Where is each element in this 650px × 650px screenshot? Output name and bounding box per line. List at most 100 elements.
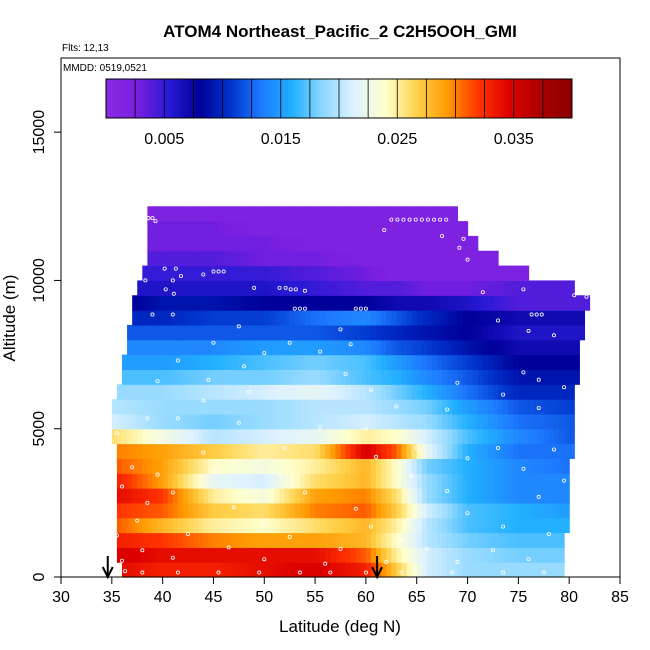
heatmap-cell [543,280,550,296]
heatmap-cell [243,206,250,222]
heatmap-cell [365,488,372,504]
heatmap-cell [325,324,331,341]
heatmap-cell [523,517,530,534]
heatmap-cell [538,399,545,415]
heatmap-cell [177,488,184,504]
colorbar-swatch [318,79,321,118]
heatmap-cell [365,384,372,400]
heatmap-cell [137,517,143,534]
observation-point [211,269,216,274]
observation-point [526,328,531,333]
colorbar-swatch [453,79,456,118]
colorbar-swatch [280,79,284,118]
observation-point [287,534,292,539]
heatmap-cell [452,473,458,489]
heatmap-cell [559,458,565,474]
heatmap-cell [370,443,377,459]
heatmap-cell [538,443,545,459]
colorbar-swatch [488,79,491,118]
heatmap-cell [498,369,504,385]
colorbar-swatch [178,79,182,118]
heatmap-cell [152,221,159,237]
heatmap-cell [513,310,519,326]
heatmap-cell [360,428,367,445]
observation-point [282,445,287,450]
heatmap-cell [193,206,199,222]
heatmap-cell [370,206,377,222]
colorbar-swatch [278,79,282,118]
heatmap-cell [472,517,479,534]
heatmap-cell [284,295,291,311]
heatmap-cell [294,517,301,534]
heatmap-cell [198,562,204,578]
heatmap-cell [315,324,321,341]
heatmap-cell [254,488,260,504]
heatmap-cell [320,473,326,489]
heatmap-cell [437,221,443,237]
observation-point [465,257,470,262]
heatmap-cell [223,488,230,504]
heatmap-cell [167,473,174,489]
heatmap-cell [142,339,148,356]
heatmap-cell [228,206,235,222]
heatmap-cell [518,532,525,548]
heatmap-cell [132,502,138,519]
heatmap-cell [182,399,189,415]
observation-point [146,216,151,221]
heatmap-cell [162,310,169,326]
heatmap-cell [406,310,413,326]
heatmap-cell [233,399,240,415]
heatmap-cell [437,473,443,489]
heatmap-cell [177,310,184,326]
heatmap-cell [116,488,123,504]
heatmap-cell [533,458,540,474]
heatmap-cell [177,265,184,282]
heatmap-cell [177,295,184,311]
heatmap-cell [452,206,458,222]
heatmap-cell [193,458,199,474]
heatmap-cell [452,250,458,267]
heatmap-cell [142,324,148,341]
heatmap-cell [391,562,397,578]
observation-point [170,312,175,317]
heatmap-cell [335,517,342,534]
heatmap-cell [284,517,291,534]
heatmap-cell [264,280,270,296]
heatmap-cell [121,488,128,504]
heatmap-cell [193,443,199,459]
colorbar-swatch [243,79,247,118]
heatmap-cell [208,517,215,534]
heatmap-cell [289,502,296,519]
heatmap-cell [335,250,342,267]
heatmap-cell [177,384,184,400]
heatmap-cell [249,517,255,534]
heatmap-cell [223,280,230,296]
heatmap-cell [254,250,260,267]
heatmap-cell [218,502,225,519]
heatmap-cell [447,339,453,356]
heatmap-cell [203,547,209,563]
heatmap-cell [533,562,540,578]
heatmap-cell [472,295,479,311]
heatmap-cell [254,206,260,222]
heatmap-cell [538,384,545,400]
heatmap-cell [289,221,296,237]
heatmap-cell [462,324,469,341]
heatmap-cell [238,369,245,385]
heatmap-cell [233,324,240,341]
heatmap-cell [548,502,555,519]
heatmap-cell [396,413,403,430]
heatmap-cell [152,339,159,356]
heatmap-cell [243,413,250,430]
heatmap-cell [269,488,276,504]
heatmap-cell [127,339,133,356]
observation-point [465,511,470,516]
heatmap-cell [132,458,138,474]
heatmap-cell [462,399,469,415]
heatmap-cell [421,413,428,430]
heatmap-cell [350,221,357,237]
heatmap-cell [157,488,164,504]
heatmap-cell [249,369,255,385]
observation-point [201,272,206,277]
heatmap-cell [238,473,245,489]
